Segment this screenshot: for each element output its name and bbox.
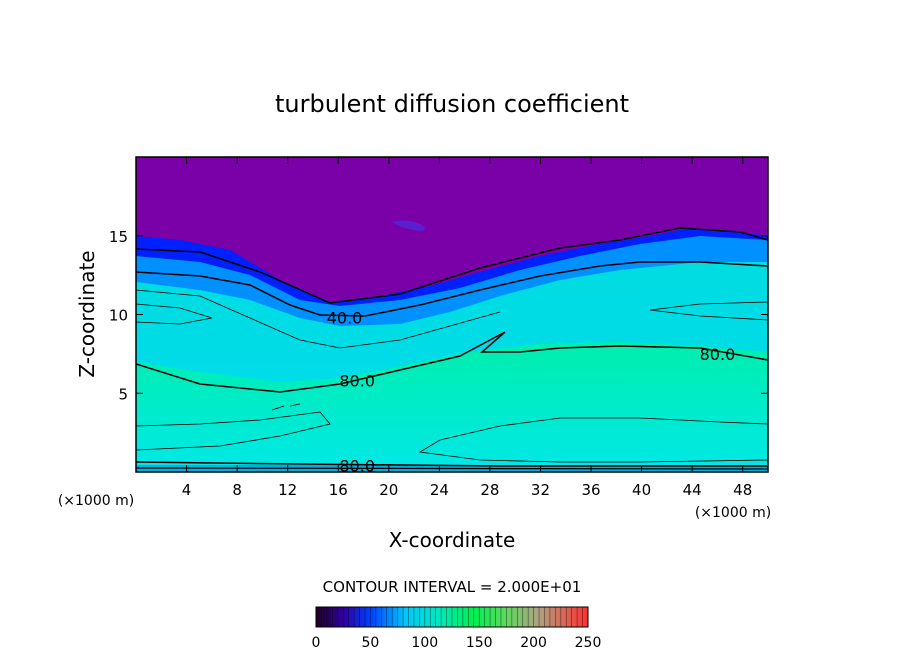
- y-axis: 5 10 15: [109, 228, 768, 403]
- x-tick-label: 12: [278, 481, 297, 499]
- x-tick-label: 32: [531, 481, 550, 499]
- x-tick-label: 44: [683, 481, 702, 499]
- x-tick-label: 28: [480, 481, 499, 499]
- x-axis: 4 8 12 16 20 24 28 32 36 40 44 48: [182, 157, 752, 499]
- colorbar-tick-label: 0: [312, 635, 321, 651]
- contour-line-8: [271, 403, 301, 411]
- x-tick-label: 4: [182, 481, 192, 499]
- contour-lines: [136, 227, 768, 470]
- colorbar-tick-label: 250: [575, 635, 602, 651]
- y-axis-label: Z-coordinate: [75, 250, 99, 377]
- contour-label: 40.0: [327, 309, 363, 328]
- contour-line-80-upper: [136, 331, 768, 393]
- colorbar-frame: [315, 606, 589, 628]
- y-tick-label: 5: [118, 385, 128, 403]
- field-band-purple: [136, 157, 768, 302]
- x-unit-right: (×1000 m): [695, 505, 771, 521]
- colorbar-tick-label: 150: [466, 635, 493, 651]
- contour-line-40: [136, 261, 768, 317]
- contour-interval: CONTOUR INTERVAL = 2.000E+01: [323, 578, 582, 596]
- chart-title: turbulent diffusion coefficient: [275, 90, 629, 118]
- contour-line-7: [136, 467, 768, 470]
- y-tick-label: 15: [109, 228, 128, 246]
- y-tick-label: 10: [109, 307, 128, 325]
- contour-line-2: [136, 289, 501, 349]
- x-tick-label: 36: [581, 481, 600, 499]
- contour-line-80-lower: [136, 461, 768, 467]
- x-tick-label: 20: [379, 481, 398, 499]
- x-tick-label: 48: [733, 481, 752, 499]
- colorbar-tick-label: 50: [361, 635, 379, 651]
- field-feature: [392, 220, 425, 231]
- contour-line-5: [136, 411, 331, 451]
- x-unit-left: (×1000 m): [58, 493, 134, 509]
- contour-label: 80.0: [700, 345, 736, 364]
- x-tick-label: 40: [632, 481, 651, 499]
- colorbar-ticks: 0 50 100 150 200 250: [312, 635, 602, 651]
- x-tick-label: 8: [232, 481, 242, 499]
- colorbar: 0 50 100 150 200 250: [312, 606, 602, 651]
- contour-line-6: [418, 417, 768, 463]
- plot-area: [136, 157, 768, 472]
- contour-line-3: [136, 303, 213, 325]
- contour-line-1: [136, 227, 768, 304]
- colorbar-tick-label: 200: [520, 635, 547, 651]
- colorbar-tick-label: 100: [411, 635, 438, 651]
- colorbar-lines: [321, 607, 583, 627]
- x-tick-label: 24: [430, 481, 449, 499]
- contour-labels: 40.0 80.0 80.0 80.0: [327, 309, 736, 476]
- x-axis-label: X-coordinate: [389, 528, 516, 552]
- contour-label: 80.0: [339, 372, 375, 391]
- contour-label: 80.0: [339, 457, 375, 476]
- x-tick-label: 16: [329, 481, 348, 499]
- contour-line-4: [649, 301, 768, 321]
